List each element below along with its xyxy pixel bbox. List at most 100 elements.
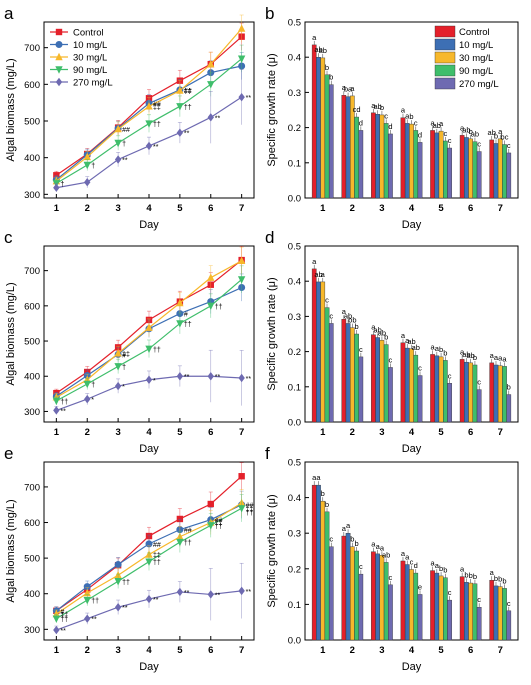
- significance-mark: **: [122, 158, 128, 165]
- bar: [438, 356, 444, 423]
- significance-mark: ‡‡: [122, 351, 130, 358]
- significance-mark: **: [215, 115, 221, 122]
- significance-letter: a: [371, 540, 376, 549]
- legend-label: 270 mg/L: [459, 79, 499, 90]
- bar: [502, 588, 507, 641]
- bar: [311, 484, 317, 641]
- data-point: [52, 609, 61, 618]
- significance-mark: ##: [184, 528, 192, 535]
- significance-mark: ††: [153, 122, 161, 129]
- bar: [489, 139, 495, 199]
- x-tick-label: 2: [350, 427, 355, 438]
- significance-letter: ab: [488, 128, 496, 137]
- x-tick-label: 7: [239, 427, 244, 438]
- bar: [493, 585, 499, 641]
- series-90-mg-l: [52, 265, 246, 406]
- significance-mark: *: [153, 378, 156, 385]
- y-tick-label: 0.1: [288, 382, 301, 393]
- significance-letter: c: [414, 118, 418, 127]
- bar: [345, 96, 351, 199]
- panel-letter: e: [4, 444, 13, 463]
- bar: [350, 327, 355, 423]
- significance-mark: **: [215, 374, 221, 381]
- legend-swatch: [434, 64, 456, 77]
- bar: [506, 394, 512, 423]
- bar: [447, 383, 452, 423]
- data-point: [84, 178, 91, 187]
- x-axis-label: Day: [402, 443, 422, 455]
- significance-letter: b: [439, 345, 443, 354]
- significance-mark: ††: [60, 399, 68, 406]
- bar: [459, 135, 465, 199]
- significance-letter: a: [312, 473, 317, 482]
- significance-mark: **: [184, 374, 190, 381]
- bar: [341, 535, 347, 641]
- bar: [476, 389, 482, 423]
- data-point: [114, 124, 122, 133]
- significance-letter: b: [380, 103, 384, 112]
- x-tick-label: 2: [350, 645, 355, 656]
- significance-letter: a: [460, 347, 465, 356]
- x-tick-label: 3: [115, 203, 120, 214]
- bar: [430, 570, 435, 641]
- significance-letter: b: [494, 131, 498, 140]
- bar: [464, 361, 469, 423]
- significance-letter: a: [502, 354, 507, 363]
- data-point: [176, 86, 184, 94]
- significance-letter: a: [494, 353, 499, 362]
- data-point: [207, 273, 215, 281]
- series-90-mg-l: [52, 44, 246, 188]
- significance-letter: b: [507, 383, 511, 392]
- significance-letter: a: [401, 331, 406, 340]
- y-tick-label: 400: [24, 589, 40, 600]
- x-axis-label: Day: [402, 219, 422, 231]
- significance-letter: c: [389, 573, 393, 582]
- bar: [413, 130, 419, 199]
- y-axis-label: Specific growth rate (μ): [266, 277, 278, 390]
- data-point: [238, 586, 245, 596]
- x-tick-label: 7: [239, 645, 244, 656]
- legend-label: 30 mg/L: [459, 53, 493, 64]
- bar: [400, 560, 406, 641]
- significance-letter: ab: [462, 125, 470, 134]
- bar: [468, 582, 473, 641]
- bar: [417, 375, 423, 423]
- bar: [404, 347, 410, 423]
- x-tick-label: 1: [320, 203, 326, 214]
- data-point: [207, 590, 214, 599]
- bar: [354, 116, 359, 199]
- y-tick-label: 500: [24, 554, 40, 565]
- significance-mark: *: [91, 397, 94, 404]
- y-tick-label: 600: [24, 301, 40, 312]
- bar: [371, 334, 376, 423]
- x-tick-label: 4: [409, 427, 415, 438]
- y-tick-label: 0.4: [288, 493, 301, 504]
- significance-mark: **: [60, 628, 66, 635]
- x-tick-label: 6: [468, 427, 473, 438]
- significance-letter: a: [435, 344, 440, 353]
- bar: [459, 359, 465, 423]
- x-tick-label: 5: [438, 645, 444, 656]
- significance-letter: c: [448, 136, 452, 145]
- y-tick-label: 0.3: [288, 529, 301, 540]
- y-tick-label: 0.5: [288, 458, 301, 469]
- significance-letter: ab: [471, 130, 479, 139]
- significance-mark: #: [60, 609, 64, 616]
- significance-letter: a: [380, 543, 385, 552]
- x-tick-label: 3: [379, 645, 384, 656]
- y-tick-label: 500: [24, 117, 40, 128]
- x-tick-label: 5: [177, 427, 183, 438]
- significance-letter: a: [401, 106, 406, 115]
- y-tick-label: 0.4: [288, 277, 301, 288]
- data-point: [114, 363, 122, 371]
- data-point: [55, 66, 63, 74]
- panel-letter: f: [265, 444, 270, 463]
- data-point: [55, 77, 63, 87]
- data-point: [53, 183, 60, 192]
- data-point: [114, 578, 122, 586]
- significance-letter: c: [410, 558, 414, 567]
- bar: [324, 74, 330, 199]
- significance-mark: ‡‡: [153, 104, 161, 111]
- significance-letter: c: [329, 311, 333, 320]
- significance-letter: a: [439, 119, 444, 128]
